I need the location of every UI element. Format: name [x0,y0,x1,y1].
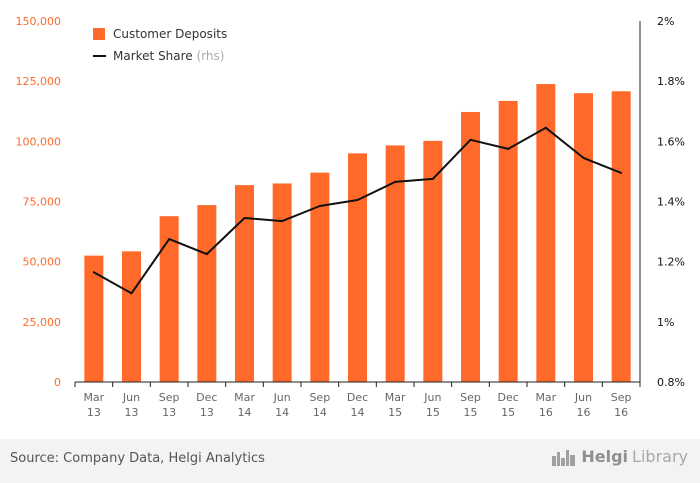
bar [197,205,217,382]
city-skyline-icon [552,449,576,466]
right-tick-label: 1.4% [657,196,685,209]
x-tick-label-year: 14 [275,406,289,419]
bar [385,145,405,382]
line-point [130,292,133,295]
x-tick-label-year: 16 [614,406,628,419]
left-tick-label: 75,000 [23,196,62,209]
line-point [243,217,246,220]
x-tick-label-month: Mar [83,391,104,404]
x-tick-label-month: Dec [196,391,217,404]
line-point [356,198,359,201]
x-tick-label-year: 14 [238,406,252,419]
bar [498,100,518,382]
line-point [92,271,95,274]
x-tick-label-month: Mar [535,391,556,404]
left-tick-label: 150,000 [16,15,62,28]
chart-canvas: 0 25,000 50,000 75,000 100,000 125,000 150,000… [16,15,685,419]
line-point [507,147,510,150]
line-series-market-share [92,126,623,295]
right-tick-label: 1% [657,316,674,329]
left-tick-label: 100,000 [16,135,62,148]
x-tick-label-year: 15 [388,406,402,419]
line-point [620,171,623,174]
x-tick-label-year: 15 [501,406,515,419]
x-tick-label-month: Mar [385,391,406,404]
bar [84,255,104,382]
left-tick-label: 0 [54,376,61,389]
line-point [281,220,284,223]
line-point [318,205,321,208]
legend: Customer Deposits Market Share (rhs) [93,27,227,63]
x-tick-label-month: Sep [611,391,632,404]
x-tick-label-year: 13 [87,406,101,419]
left-tick-label: 25,000 [23,316,62,329]
legend-label-rhs: (rhs) [197,49,225,63]
x-tick-label-year: 16 [539,406,553,419]
bar [348,153,367,382]
x-tick-label-month: Jun [423,391,441,404]
legend-label-deposits: Customer Deposits [113,27,227,41]
right-tick-label: 1.8% [657,75,685,88]
x-tick-label-month: Jun [574,391,592,404]
x-tick-label-year: 16 [577,406,591,419]
line-point [582,156,585,159]
line-point [168,238,171,241]
line-point [544,126,547,129]
bar [461,111,480,383]
x-tick-label-month: Jun [122,391,140,404]
x-tick-label-month: Sep [159,391,180,404]
line-point [394,180,397,183]
bar [235,185,254,382]
source-text: Source: Company Data, Helgi Analytics [10,451,265,466]
footer: Source: Company Data, Helgi Analytics He… [0,439,700,483]
left-axis: 0 25,000 50,000 75,000 100,000 125,000 150,000 [16,15,62,389]
bar [159,216,179,382]
x-tick-label-year: 14 [313,406,327,419]
x-tick-label-month: Dec [498,391,519,404]
right-tick-label: 1.6% [657,135,685,148]
bar [423,140,443,382]
bar [536,84,556,383]
legend-label-market-share: Market Share (rhs) [113,49,224,63]
x-tick-label-year: 14 [351,406,365,419]
x-tick-label-month: Jun [273,391,291,404]
x-tick-label-year: 13 [125,406,139,419]
line-point [205,253,208,256]
right-axis: 0.8% 1% 1.2% 1.4% 1.6% 1.8% 2% [639,15,685,389]
bar [122,251,141,382]
x-tick-label-year: 13 [162,406,176,419]
x-axis: Mar 13 Jun 13 Sep 13 Dec 13 Mar 14 Jun 14 Sep 14 Dec 14… [74,381,641,419]
bar [574,93,593,382]
bar [611,91,631,383]
line-point [469,138,472,141]
bar-series-customer-deposits [84,84,631,383]
x-tick-label-month: Dec [347,391,368,404]
x-tick-label-month: Sep [309,391,330,404]
bar [272,183,292,382]
left-tick-label: 125,000 [16,75,62,88]
right-tick-label: 1.2% [657,256,685,269]
right-tick-label: 2% [657,15,674,28]
bar [310,172,330,382]
right-tick-label: 0.8% [657,376,685,389]
x-tick-label-year: 15 [464,406,478,419]
x-tick-label-year: 13 [200,406,214,419]
legend-swatch-bar [93,28,105,40]
x-tick-label-month: Sep [460,391,481,404]
x-tick-label-year: 15 [426,406,440,419]
brand-name-strong: Helgi [581,447,629,466]
brand-logo: Helgi Library [551,447,688,466]
left-tick-label: 50,000 [23,256,62,269]
brand-name-light: Library [632,447,688,466]
x-tick-label-month: Mar [234,391,255,404]
line-point [431,177,434,180]
